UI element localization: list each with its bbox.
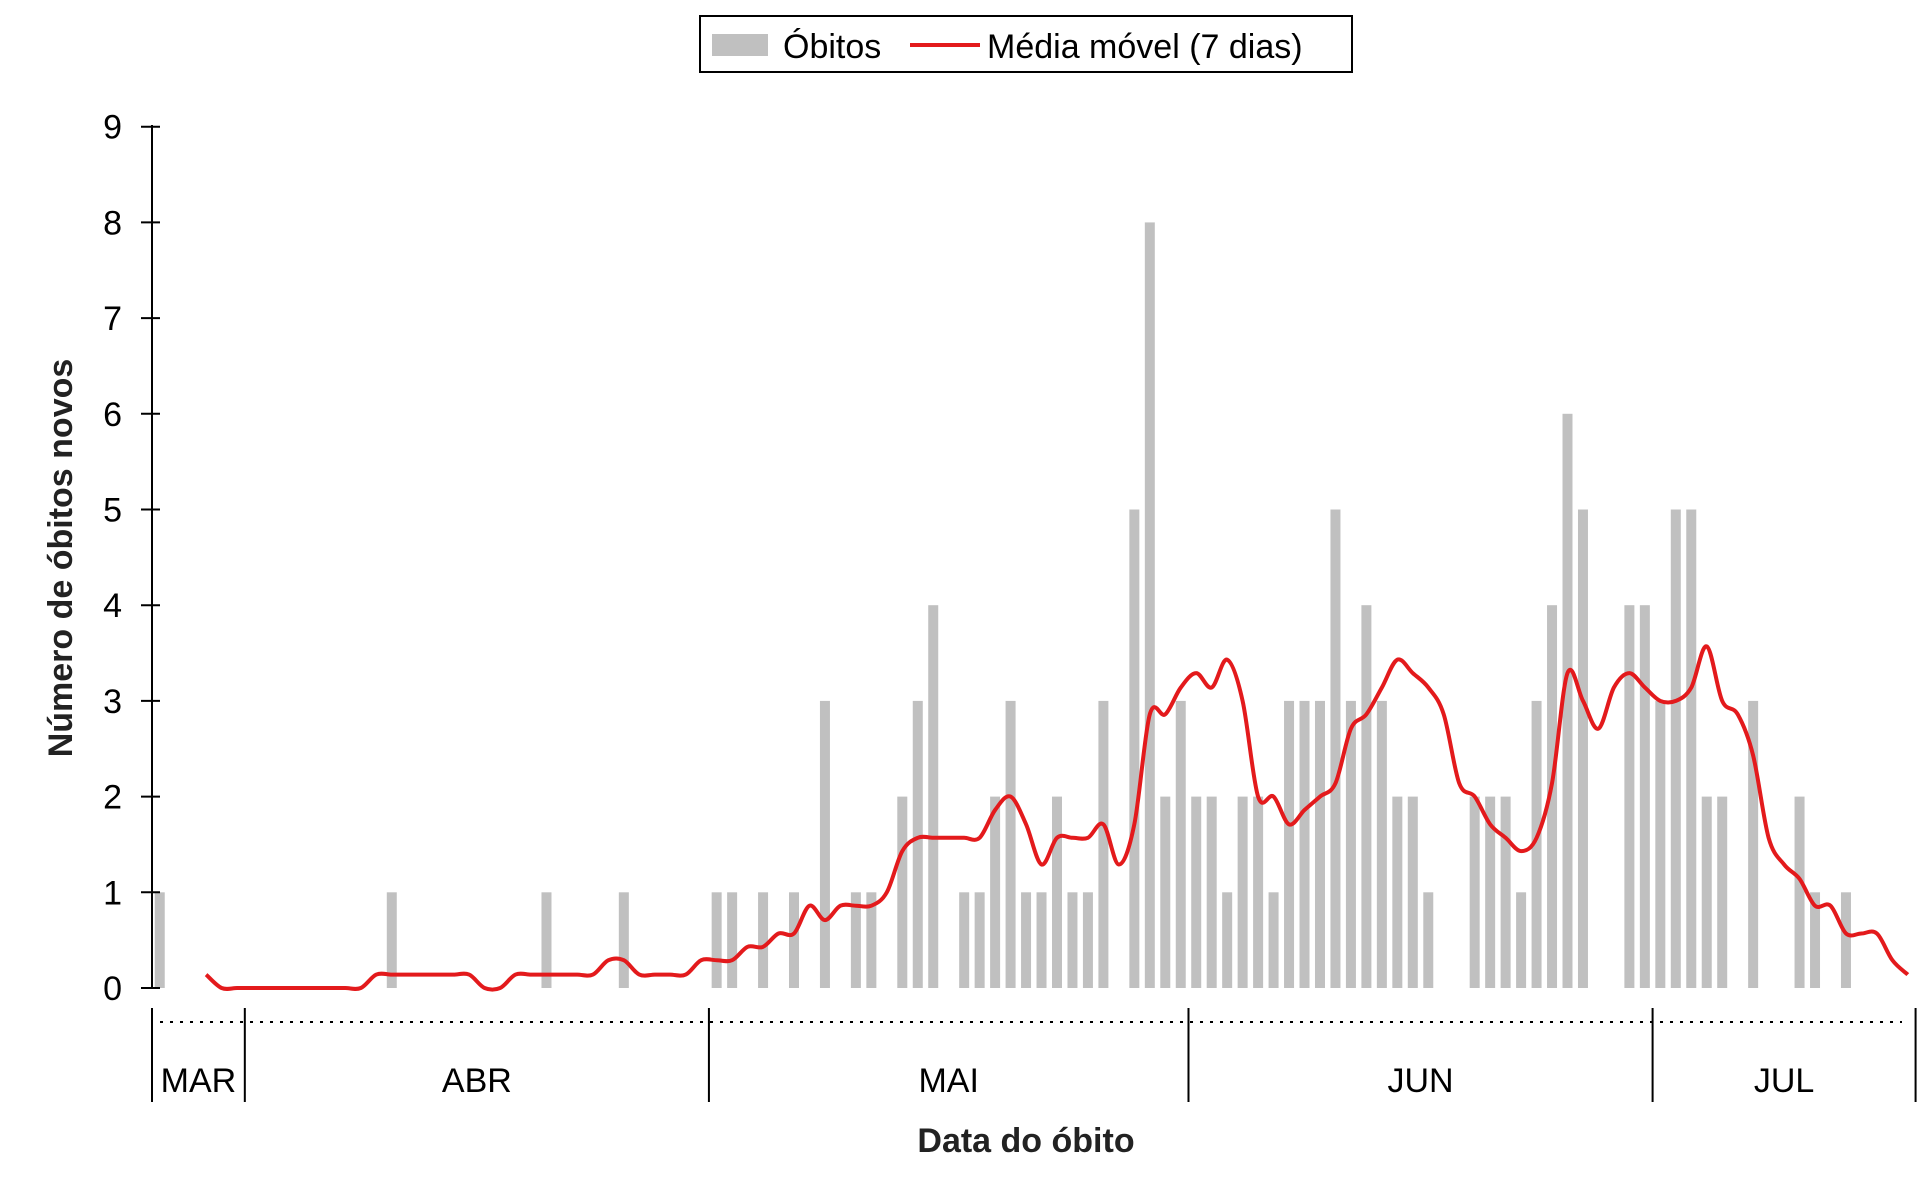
y-axis-title: Número de óbitos novos [42,359,80,758]
bar [386,892,397,988]
bar [1082,892,1093,988]
bar [1624,605,1635,988]
bar [1268,892,1279,988]
bar [1670,509,1681,988]
month-label-jul: JUL [1754,1062,1814,1100]
axes [151,125,1902,1023]
legend-label-line: Média móvel (7 dias) [987,28,1303,66]
bar [711,892,722,988]
bar [1206,796,1217,988]
y-tick-label: 4 [103,587,122,625]
bar [974,892,985,988]
line-layer [204,644,1910,992]
bar [1407,796,1418,988]
y-tick-label: 0 [103,970,122,1008]
bar [1840,892,1851,988]
bar [1191,796,1202,988]
bar [789,892,800,988]
bar [1376,700,1387,988]
bar [912,700,923,988]
bar [1253,796,1264,988]
bar [1531,700,1542,988]
bar [1330,509,1341,988]
bar [1500,796,1511,988]
bar [1222,892,1233,988]
y-tick-label: 5 [103,492,122,530]
bar [154,892,165,988]
bar [1005,700,1016,988]
bar [1237,796,1248,988]
bar [1469,796,1480,988]
bar [618,892,629,988]
legend-label-bars: Óbitos [783,28,881,66]
bar [1067,892,1078,988]
bar [1129,509,1140,988]
bar [1098,700,1109,988]
y-tick-label: 9 [103,109,122,147]
bar [1345,700,1356,988]
bar [1144,222,1155,988]
bar [1175,700,1186,988]
bar [1485,796,1496,988]
y-tick-label: 8 [103,204,122,242]
y-tick-label: 7 [103,300,122,338]
bar [1701,796,1712,988]
y-tick-label: 6 [103,396,122,434]
bar [928,605,939,988]
bar [1392,796,1403,988]
y-ticks: 0 1 2 3 4 5 6 7 8 9 [103,109,160,1008]
legend-swatch-bars [712,34,768,56]
bar [850,892,861,988]
month-label-mai: MAI [918,1062,978,1100]
bar [1810,892,1821,988]
bar [1717,796,1728,988]
bar [727,892,738,988]
bar [1160,796,1171,988]
legend: Óbitos Média móvel (7 dias) [699,15,1353,73]
bar [1516,892,1527,988]
y-tick-label: 3 [103,683,122,721]
legend-box [699,15,1353,73]
month-axis: MAR ABR MAI JUN JUL [151,1008,1917,1102]
bar [1686,509,1697,988]
bar [1314,700,1325,988]
bar [959,892,970,988]
bar [1361,605,1372,988]
bar [866,892,877,988]
bar [1021,892,1032,988]
bar [1547,605,1558,988]
bar [541,892,552,988]
bars-layer [154,222,1851,988]
bar [1284,700,1295,988]
month-label-jun: JUN [1387,1062,1453,1100]
bar [819,700,830,988]
bar [897,796,908,988]
x-axis-title: Data do óbito [917,1122,1134,1160]
bar [990,796,1001,988]
moving-average-line [204,644,1910,992]
bar [758,892,769,988]
bar [1748,700,1759,988]
bar [1639,605,1650,988]
month-label-abr: ABR [442,1062,512,1100]
y-tick-label: 1 [103,874,122,912]
bar [1299,700,1310,988]
bar [1562,413,1573,988]
bar [1794,796,1805,988]
bar [1655,700,1666,988]
y-tick-label: 2 [103,779,122,817]
month-label-mar: MAR [161,1062,237,1100]
bar [1051,796,1062,988]
bar [1423,892,1434,988]
bar [1577,509,1588,988]
bar [1036,892,1047,988]
